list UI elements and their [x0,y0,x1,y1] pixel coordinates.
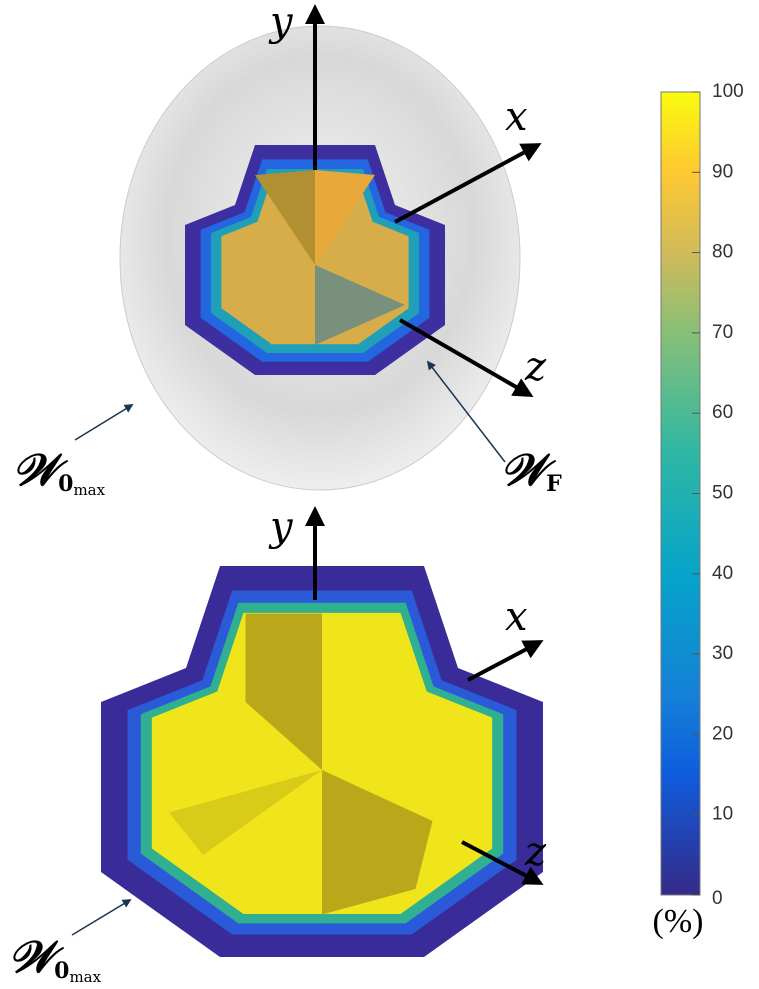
tick-label: 60 [712,402,733,423]
axis-label: x [505,94,528,140]
tick-label: 10 [712,804,733,825]
tick-label: 20 [712,723,733,744]
axis-label: y [268,0,294,45]
tick-label: 90 [712,161,733,182]
axis-label: z [524,829,547,875]
tick-label: 30 [712,643,733,664]
pointer [72,900,130,935]
colorbar-unit: (%) [653,903,704,940]
bottom-solid [101,566,543,957]
figure: y x z 𝒲0max 𝒲F y x z 𝒲0max 0 10 20 30 40 50 60… [0,0,759,989]
axis-label: z [524,344,547,390]
pointer [75,405,132,440]
label-sub: 0 [58,471,73,497]
label-subsub: max [73,481,105,499]
label-sub: F [546,471,562,497]
label-w0max: 𝒲0max [12,445,106,499]
tick-label: 50 [712,483,733,504]
tick-label: 70 [712,322,733,343]
label-w0max: 𝒲0max [8,932,102,986]
label-subsub: max [69,968,101,986]
label-wf: 𝒲F [500,445,562,497]
tick-label: 100 [712,81,744,102]
tick-label: 80 [712,242,733,263]
axis-arrow [468,642,540,680]
tick-label: 40 [712,563,733,584]
axis-label: x [505,594,528,640]
tick-label: 0 [712,888,723,909]
label-sub: 0 [54,958,69,984]
axis-label: y [268,504,294,550]
page: {"axes": {"top": {"y": "y", "x": "x", "z… [0,0,759,989]
